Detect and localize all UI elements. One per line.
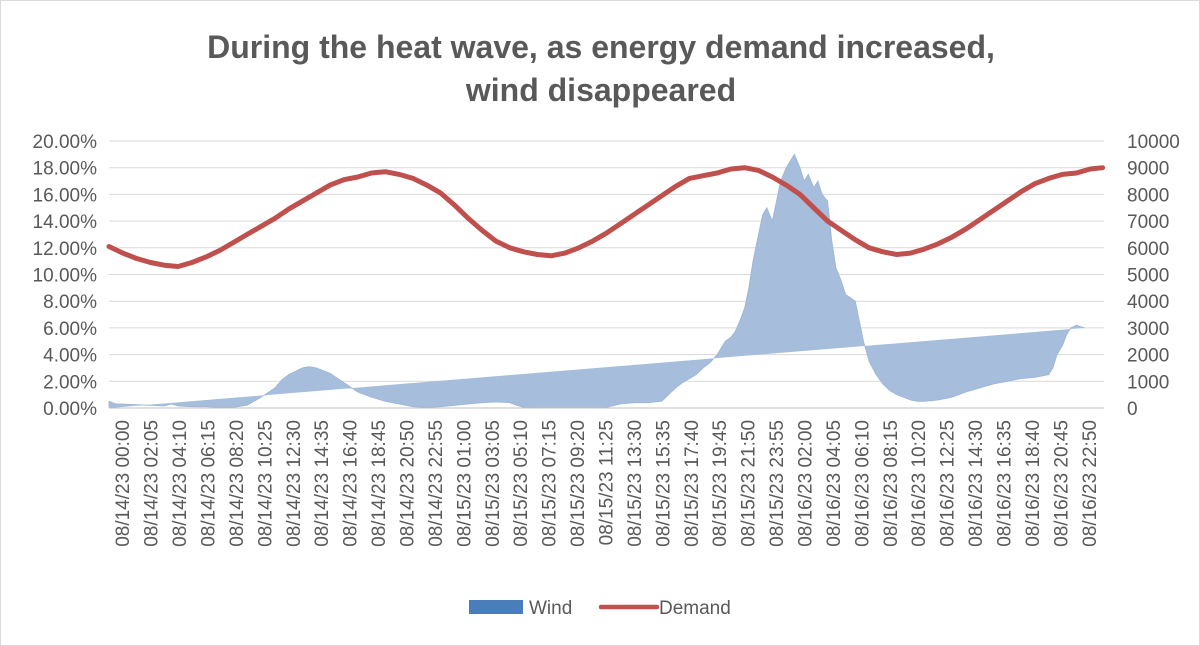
y-left-tick-label: 10.00%: [33, 266, 98, 287]
y-left-tick-label: 0.00%: [43, 399, 97, 420]
x-tick-label: 08/16/23 18:40: [1023, 420, 1044, 547]
chart-title-line-1: During the heat wave, as energy demand i…: [207, 29, 995, 65]
x-tick-label: 08/14/23 14:35: [312, 420, 333, 547]
y-right-tick-label: 10000: [1127, 132, 1180, 153]
x-tick-label: 08/16/23 08:15: [881, 420, 902, 547]
x-tick-label: 08/16/23 16:35: [995, 420, 1016, 547]
x-tick-label: 08/14/23 20:50: [398, 420, 419, 547]
x-tick-label: 08/16/23 10:20: [909, 420, 930, 547]
demand-line: [106, 165, 1106, 269]
legend-swatch-wind: [469, 600, 523, 614]
x-tick-label: 08/16/23 04:05: [824, 420, 845, 547]
x-tick-label: 08/14/23 08:20: [227, 420, 248, 547]
axes: 0.00% 2.00% 4.00% 6.00% 8.00% 10.00% 12.00% 14.…: [33, 132, 1180, 547]
y-left-tick-label: 4.00%: [43, 346, 97, 367]
x-tick-label: 08/15/23 17:40: [682, 420, 703, 547]
x-tick-label: 08/14/23 16:40: [341, 420, 362, 547]
x-tick-label: 08/15/23 07:15: [540, 420, 561, 547]
y-right-tick-label: 3000: [1127, 319, 1169, 340]
y-right-tick-label: 6000: [1127, 239, 1169, 260]
y-right-tick-label: 1000: [1127, 372, 1169, 393]
x-tick-label: 08/16/23 06:10: [852, 420, 873, 547]
x-tick-label: 08/15/23 19:45: [710, 420, 731, 547]
y-left-tick-label: 16.00%: [33, 185, 98, 206]
y-left-tick-label: 20.00%: [33, 132, 98, 153]
y-left-tick-label: 12.00%: [33, 239, 98, 260]
x-tick-label: 08/14/23 06:15: [199, 420, 220, 547]
y-left-tick-label: 8.00%: [43, 292, 97, 313]
y-right-tick-label: 2000: [1127, 346, 1169, 367]
y-left-tick-label: 18.00%: [33, 159, 98, 180]
y-right-tick-label: 4000: [1127, 292, 1169, 313]
x-tick-label: 08/14/23 02:05: [142, 420, 163, 547]
x-tick-label: 08/16/23 22:50: [1080, 420, 1101, 547]
y-right-tick-label: 8000: [1127, 185, 1169, 206]
x-tick-label: 08/16/23 12:25: [938, 420, 959, 547]
legend: Wind Demand: [469, 598, 731, 619]
x-tick-label: 08/15/23 05:10: [511, 420, 532, 547]
y-left-tick-label: 14.00%: [33, 212, 98, 233]
y-right-tick-label: 7000: [1127, 212, 1169, 233]
x-tick-label: 08/16/23 20:45: [1051, 420, 1072, 547]
x-tick-label: 08/15/23 09:20: [568, 420, 589, 547]
x-tick-label: 08/16/23 02:00: [796, 420, 817, 547]
y-right-tick-label: 0: [1127, 399, 1138, 420]
x-tick-label: 08/14/23 22:55: [426, 420, 447, 547]
x-tick-label: 08/15/23 11:25: [597, 420, 618, 545]
x-tick-label: 08/15/23 15:35: [653, 420, 674, 547]
x-tick-label: 08/14/23 00:00: [113, 420, 134, 547]
legend-label-demand: Demand: [659, 598, 731, 619]
x-tick-label: 08/15/23 03:05: [483, 420, 504, 547]
x-tick-label: 08/16/23 14:30: [966, 420, 987, 547]
wind-area: [108, 153, 1085, 409]
y-right-tick-label: 5000: [1127, 266, 1169, 287]
demand-series: [106, 165, 1106, 269]
y-right-tick-label: 9000: [1127, 159, 1169, 180]
x-tick-label: 08/15/23 23:55: [767, 420, 788, 547]
x-tick-label: 08/14/23 18:45: [369, 420, 390, 547]
x-tick-label: 08/15/23 13:30: [625, 420, 646, 547]
x-tick-label: 08/15/23 21:50: [739, 420, 760, 547]
x-tick-label: 08/14/23 10:25: [255, 420, 276, 547]
x-tick-label: 08/15/23 01:00: [454, 420, 475, 547]
x-tick-label: 08/14/23 12:30: [284, 420, 305, 547]
legend-label-wind: Wind: [529, 598, 572, 619]
y-left-tick-label: 2.00%: [43, 372, 97, 393]
chart-title-line-2: wind disappeared: [465, 72, 736, 108]
x-tick-label: 08/14/23 04:10: [170, 420, 191, 547]
y-left-tick-label: 6.00%: [43, 319, 97, 340]
wind-series: [108, 153, 1085, 409]
